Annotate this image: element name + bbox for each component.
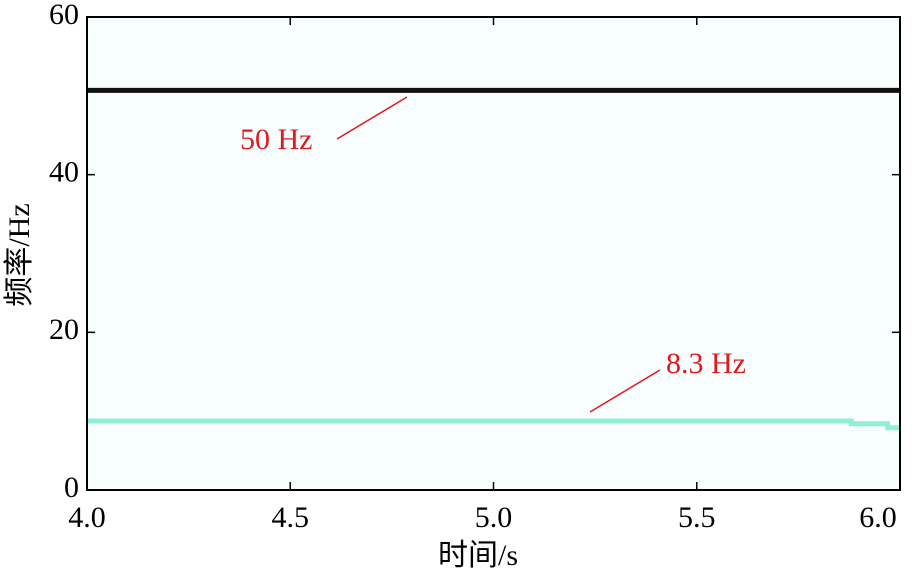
x-tick-label: 5.0 (475, 501, 513, 534)
x-tick-label: 5.5 (678, 501, 716, 534)
x-tick-label: 4.0 (68, 501, 106, 534)
x-tick-label: 6.0 (859, 501, 897, 534)
y-tick-label: 40 (49, 156, 79, 189)
annotation: 50 Hz (240, 123, 312, 156)
x-axis-label: 时间/s (438, 539, 518, 572)
y-axis-label: 频率/Hz (3, 203, 36, 306)
annotation-leader (336, 96, 408, 140)
y-tick-label: 0 (64, 471, 79, 504)
ridge-line (87, 418, 900, 431)
annotation-leader (589, 369, 661, 413)
annotation: 8.3 Hz (666, 347, 746, 380)
y-tick-label: 20 (49, 313, 79, 346)
plot-background (87, 17, 900, 490)
y-tick-label: 60 (49, 0, 79, 31)
x-tick-label: 4.5 (272, 501, 310, 534)
